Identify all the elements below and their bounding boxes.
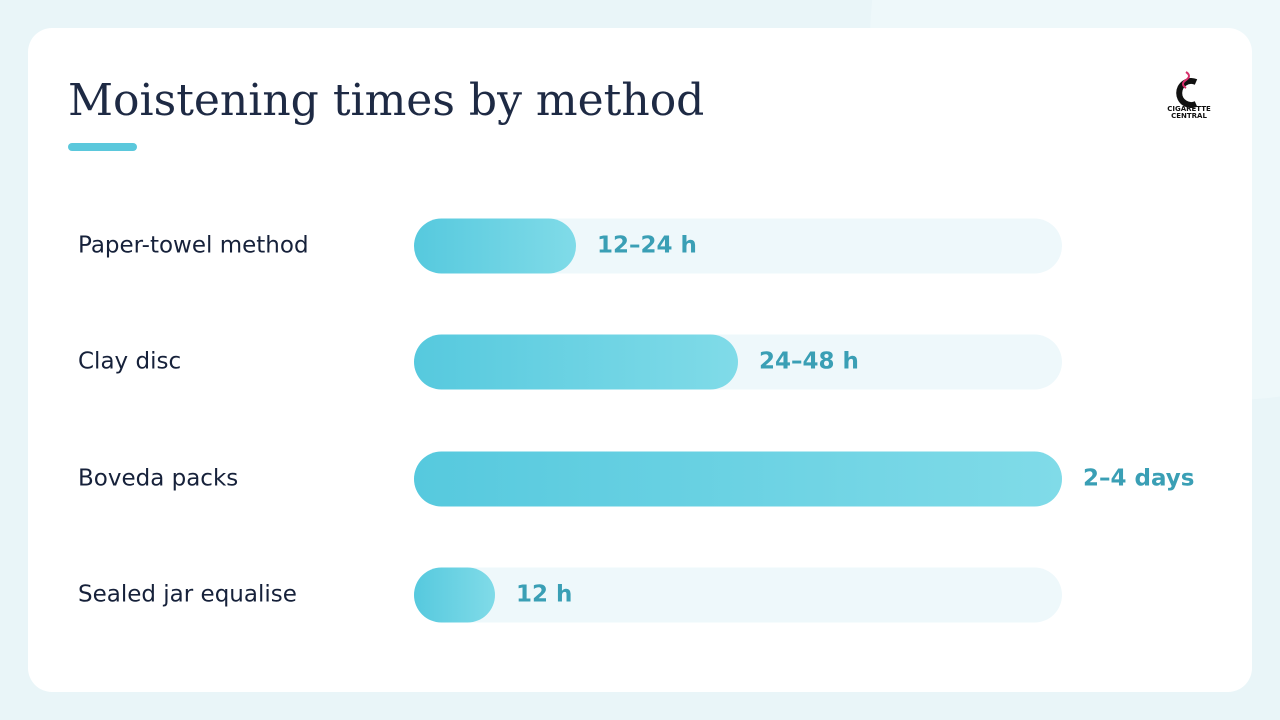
value-label: 12 h <box>516 582 572 608</box>
bar-track <box>414 567 1062 623</box>
logo-text: CENTRAL <box>1171 112 1207 120</box>
logo-text: CIGARETTE <box>1167 105 1211 113</box>
value-label: 12–24 h <box>597 233 697 259</box>
chart-title: Moistening times by method <box>68 75 704 126</box>
bar <box>414 451 1062 507</box>
logo-smoke <box>1182 71 1190 89</box>
category-label: Paper-towel method <box>78 233 309 259</box>
category-label: Clay disc <box>78 349 181 375</box>
category-label: Sealed jar equalise <box>78 582 297 608</box>
bar <box>414 218 576 274</box>
value-label: 2–4 days <box>1083 466 1194 492</box>
title-accent <box>68 143 137 151</box>
logo: CIGARETTE CENTRAL <box>1167 71 1211 120</box>
logo-mark <box>1176 78 1198 108</box>
category-label: Boveda packs <box>78 466 238 492</box>
bar <box>414 334 738 390</box>
bar-track <box>414 218 1062 274</box>
bar <box>414 567 495 623</box>
value-label: 24–48 h <box>759 349 859 375</box>
